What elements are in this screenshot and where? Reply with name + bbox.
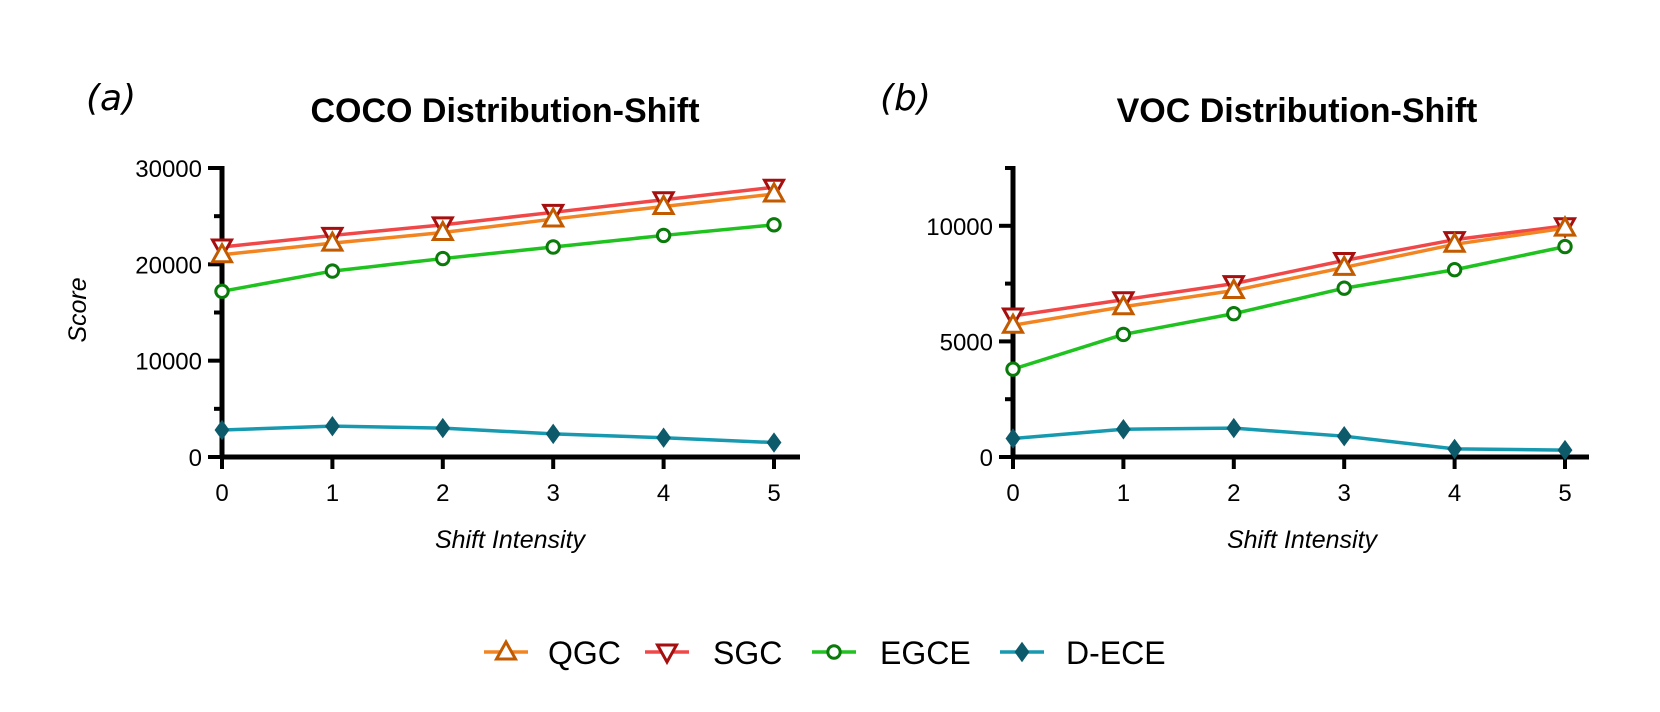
x-tick-label: 3 <box>547 480 560 507</box>
x-tick-label: 5 <box>1558 480 1571 507</box>
data-point-d-ece <box>1447 438 1463 460</box>
data-point-egce <box>214 283 230 300</box>
x-axis-label: Shift Intensity <box>435 526 587 554</box>
data-point-d-ece <box>545 423 561 445</box>
x-tick-label: 4 <box>1448 480 1461 507</box>
legend: QGC SGC EGCE D-ECE <box>484 635 1166 671</box>
y-tick-label: 10000 <box>135 349 202 376</box>
x-tick-label: 0 <box>215 480 228 507</box>
legend-label-qgc: QGC <box>548 635 621 671</box>
y-tick-label: 20000 <box>135 252 202 279</box>
y-tick-label: 5000 <box>940 329 993 356</box>
y-tick-label: 0 <box>980 445 993 472</box>
x-tick-label: 1 <box>326 480 339 507</box>
data-point-egce <box>1446 262 1463 278</box>
series-line-egce <box>1012 244 1566 371</box>
data-point-egce <box>1005 361 1021 377</box>
data-point-qgc <box>651 193 676 216</box>
data-point-d-ece <box>324 415 340 437</box>
panel-a: (a) COCO Distribution-Shift 0 10000 20000 300… <box>64 78 800 554</box>
data-point-qgc <box>1000 312 1026 334</box>
data-point-qgc <box>541 205 566 228</box>
data-point-d-ece <box>1336 425 1352 447</box>
data-point-egce <box>1115 326 1132 343</box>
x-tick-label: 1 <box>1117 480 1130 507</box>
x-tick-label: 2 <box>1227 480 1240 507</box>
panel-b: (b) VOC Distribution-Shift 0 5000 10000 0 1 2 3 4… <box>880 78 1589 554</box>
series-line-d-ece <box>221 424 775 445</box>
legend-label-d-ece: D-ECE <box>1066 635 1166 671</box>
data-point-qgc <box>209 241 235 264</box>
x-tick-label: 4 <box>657 480 670 507</box>
legend-marker-egce <box>826 644 842 660</box>
data-point-egce <box>1336 280 1352 296</box>
data-point-qgc <box>1332 254 1357 276</box>
data-point-qgc <box>761 180 787 203</box>
data-point-d-ece <box>1557 439 1573 461</box>
series-line-qgc <box>221 192 775 257</box>
data-point-egce <box>1557 238 1573 255</box>
x-tick-label: 0 <box>1006 480 1019 507</box>
x-tick-label: 2 <box>436 480 449 507</box>
data-point-d-ece <box>435 417 451 439</box>
series-line-d-ece <box>1012 426 1566 452</box>
legend-marker-qgc <box>493 638 519 661</box>
legend-label-egce: EGCE <box>880 635 971 671</box>
data-point-egce <box>655 227 672 244</box>
data-point-d-ece <box>656 427 672 448</box>
y-tick-label: 10000 <box>926 214 993 241</box>
data-point-d-ece <box>214 419 230 441</box>
data-point-qgc <box>1111 293 1136 316</box>
chart-title: VOC Distribution-Shift <box>1117 92 1478 130</box>
legend-label-sgc: SGC <box>713 635 782 671</box>
series-line-qgc <box>1012 226 1566 327</box>
series-line-sgc <box>221 185 775 249</box>
data-point-qgc <box>1221 277 1246 300</box>
y-axis-label: Score <box>64 277 92 342</box>
legend-marker-d-ece <box>1014 641 1030 663</box>
x-tick-label: 3 <box>1338 480 1351 507</box>
chart-title: COCO Distribution-Shift <box>310 92 699 130</box>
panel-label: (b) <box>880 78 931 119</box>
data-point-egce <box>435 250 451 267</box>
x-axis-label: Shift Intensity <box>1227 526 1379 554</box>
data-point-d-ece <box>766 432 782 453</box>
data-point-egce <box>545 239 561 255</box>
y-tick-label: 30000 <box>135 156 202 183</box>
data-point-egce <box>766 217 782 233</box>
y-tick-label: 0 <box>189 445 202 472</box>
data-point-d-ece <box>1005 428 1021 449</box>
data-point-qgc <box>1442 231 1467 253</box>
data-point-d-ece <box>1115 419 1131 440</box>
x-tick-label: 5 <box>767 480 780 507</box>
data-point-qgc <box>430 219 455 242</box>
data-point-d-ece <box>1226 417 1242 439</box>
data-point-egce <box>324 263 341 279</box>
legend-marker-sgc <box>654 643 680 666</box>
series-line-sgc <box>1012 224 1566 318</box>
data-point-egce <box>1226 305 1242 322</box>
data-point-qgc <box>1552 215 1578 237</box>
series-line-egce <box>221 223 775 294</box>
panel-label: (a) <box>86 78 136 119</box>
data-point-qgc <box>320 230 345 252</box>
